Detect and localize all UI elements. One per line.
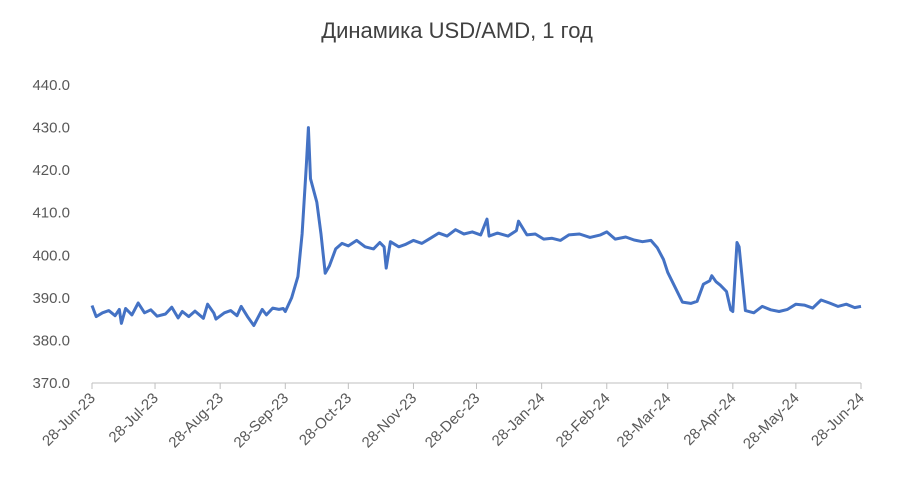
x-tick-label: 28-May-24 (740, 390, 803, 453)
x-tick-label: 28-Jan-24 (489, 390, 549, 450)
x-tick-label: 28-Dec-23 (422, 390, 484, 452)
chart-title: Динамика USD/AMD, 1 год (321, 18, 593, 43)
x-tick-label: 28-Nov-23 (359, 390, 421, 452)
y-tick-label: 370.0 (32, 375, 70, 392)
series-line (90, 126, 862, 327)
y-tick-label: 430.0 (32, 120, 70, 137)
x-tick-label: 28-Feb-24 (553, 390, 614, 451)
x-tick-label: 28-Jun-24 (808, 390, 868, 450)
y-tick-label: 440.0 (32, 77, 70, 94)
x-tick-label: 28-Apr-24 (680, 390, 739, 449)
x-tick-label: 28-Oct-23 (296, 390, 355, 449)
y-tick-label: 410.0 (32, 205, 70, 222)
x-tick-label: 28-Mar-24 (614, 390, 675, 451)
x-tick-label: 28-Jul-23 (106, 390, 162, 446)
x-tick-label: 28-Aug-23 (165, 390, 227, 452)
x-tick-label: 28-Sep-23 (231, 390, 293, 452)
y-tick-label: 380.0 (32, 332, 70, 349)
x-tick-label: 28-Jun-23 (39, 390, 99, 450)
y-tick-label: 420.0 (32, 162, 70, 179)
y-tick-label: 390.0 (32, 290, 70, 307)
y-tick-label: 400.0 (32, 247, 70, 264)
